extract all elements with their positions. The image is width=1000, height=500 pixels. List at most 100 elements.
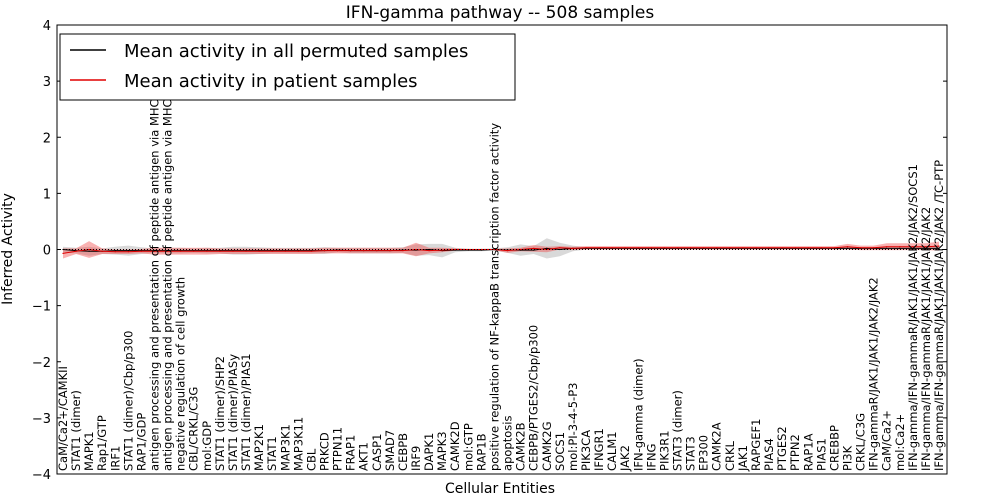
- data-point: [127, 251, 129, 253]
- category-label: IFN-gamma/IFN-gammaR/JAK1/JAK1/JAK2/JAK2…: [906, 164, 920, 471]
- data-point: [925, 246, 927, 248]
- y-tick-label: 1: [43, 187, 51, 202]
- legend-label-patient: Mean activity in patient samples: [124, 71, 418, 92]
- category-label: MAPK3: [435, 431, 449, 471]
- category-label: CBL/CRKL/C3G: [187, 387, 201, 471]
- data-point: [506, 250, 509, 252]
- data-point: [533, 247, 535, 249]
- category-label: mol:GDP: [200, 421, 214, 471]
- data-point: [415, 248, 417, 251]
- legend-label-permuted: Mean activity in all permuted samples: [124, 41, 468, 62]
- category-label: RAPGEF1: [749, 419, 763, 471]
- data-point: [860, 247, 862, 249]
- category-label: CBL: [304, 448, 318, 471]
- data-point: [454, 248, 456, 251]
- data-point: [127, 250, 129, 252]
- category-label: CASP1: [370, 434, 384, 471]
- data-point: [611, 247, 613, 249]
- data-point: [402, 250, 404, 252]
- category-label: RAP1A: [801, 433, 815, 471]
- data-point: [493, 248, 496, 251]
- data-point: [258, 250, 260, 252]
- data-point: [572, 247, 574, 249]
- data-point: [350, 250, 352, 252]
- data-point: [807, 247, 809, 249]
- category-label: mol:Ca2+: [893, 414, 907, 471]
- y-tick-label: −2: [32, 356, 51, 371]
- category-label: MAP3K1: [278, 424, 292, 471]
- category-label: CaM/Ca2+/CAMKII: [56, 366, 70, 471]
- data-point: [676, 247, 679, 249]
- data-point: [219, 250, 221, 252]
- data-point: [323, 250, 326, 252]
- category-label: PIAS4: [762, 438, 776, 471]
- data-point: [781, 247, 783, 249]
- y-tick-label: 4: [43, 19, 51, 34]
- data-point: [284, 250, 286, 252]
- category-label: apoptosis: [501, 416, 515, 471]
- data-point: [232, 250, 234, 252]
- y-axis-label: Inferred Activity: [0, 193, 16, 305]
- data-point: [912, 246, 914, 248]
- data-point: [245, 250, 247, 252]
- category-label: DAPK1: [422, 433, 436, 471]
- data-point: [663, 247, 666, 249]
- data-point: [820, 247, 822, 249]
- data-point: [794, 247, 796, 249]
- category-label: MAP3K11: [291, 417, 305, 471]
- band-permuted: [63, 238, 939, 259]
- category-label: CAMK2A: [710, 422, 724, 471]
- category-label: IFN-gamma/IFN-gammaR/JAK1/JAK1/JAK2/JAK2…: [932, 160, 946, 471]
- category-label: PRKCD: [318, 432, 332, 471]
- category-label: CRKL/C3G: [854, 413, 868, 471]
- category-label: mol:PI-3-4-5-P3: [566, 383, 580, 471]
- category-label: IFN-gammaR/JAK1/JAK1/JAK2/JAK2: [867, 277, 881, 471]
- data-point: [376, 250, 378, 252]
- data-point: [938, 247, 940, 249]
- category-label: IRF9: [409, 446, 423, 471]
- plot-frame: [56, 24, 948, 475]
- legend-box: [59, 33, 516, 101]
- data-point: [716, 247, 718, 249]
- category-label: Rap1/GTP: [95, 415, 109, 471]
- data-point: [768, 247, 770, 249]
- data-point: [833, 247, 836, 249]
- data-point: [310, 250, 312, 252]
- data-point: [585, 247, 587, 249]
- category-label: PI3K: [841, 445, 855, 471]
- category-label: positive regulation of NF-kappaB transcr…: [488, 123, 502, 471]
- data-point: [846, 246, 849, 248]
- y-tick-label: 2: [43, 131, 51, 146]
- y-tick-label: 3: [43, 75, 51, 90]
- data-point: [520, 248, 522, 251]
- category-label: CAMK2G: [540, 421, 554, 471]
- y-tick-label: 0: [43, 244, 51, 259]
- category-label: STAT1 (dimer): [69, 390, 83, 471]
- data-point: [873, 247, 875, 249]
- chart-title: IFN-gamma pathway -- 508 samples: [346, 3, 655, 23]
- category-label: antigen processing and presentation of p…: [148, 60, 162, 471]
- data-point: [690, 247, 692, 249]
- data-point: [637, 247, 639, 249]
- y-tick-label: −1: [32, 300, 51, 315]
- category-label: mol:GTP: [461, 423, 475, 471]
- data-point: [650, 247, 653, 249]
- category-label: CALM1: [605, 431, 619, 471]
- data-point: [297, 250, 299, 252]
- category-label: IFN-gamma/IFN-gammaR/JAK1/JAK1/JAK2/JAK2: [919, 207, 933, 471]
- data-point: [75, 250, 77, 252]
- category-label: SOCS1: [553, 432, 567, 471]
- category-label: STAT3 (dimer): [671, 390, 685, 471]
- y-tick-label: −4: [32, 468, 51, 483]
- category-label: CAMK2D: [448, 421, 462, 471]
- category-label: CaM/Ca2+: [880, 410, 894, 471]
- category-label: CEBPB/PTGES2/Cbp/p300: [527, 325, 541, 471]
- data-point: [729, 247, 731, 249]
- category-label: JAK1: [736, 445, 750, 472]
- data-point: [624, 247, 626, 249]
- category-label: PIK3CA: [579, 430, 593, 471]
- data-point: [153, 250, 156, 252]
- data-point: [389, 250, 391, 252]
- data-point: [703, 247, 705, 249]
- category-labels: CaM/Ca2+/CAMKII STAT1 (dimer) MAPK1 Rap1/GT…: [56, 57, 946, 472]
